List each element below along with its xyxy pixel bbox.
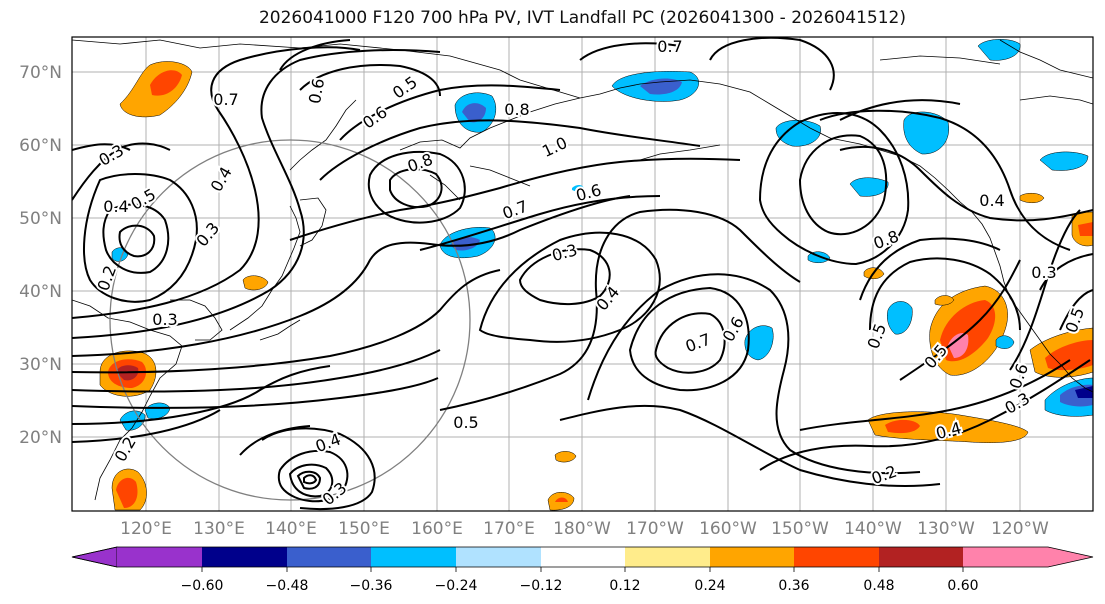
- colorbar-tick-label: 0.60: [947, 578, 978, 594]
- contour-label: 0.8: [504, 100, 529, 119]
- ivt-contours: [72, 37, 1093, 511]
- lat-label: 70°N: [19, 63, 62, 83]
- colorbar-bin: [202, 547, 287, 567]
- lon-label: 160°W: [699, 519, 757, 539]
- map-border: [71, 36, 1094, 512]
- lon-label: 180°W: [553, 519, 611, 539]
- colorbar-tick-label: −0.48: [266, 578, 309, 594]
- latitude-labels: 70°N 60°N 50°N 40°N 30°N 20°N: [19, 63, 62, 448]
- lon-label: 170°W: [626, 519, 684, 539]
- colorbar-bin: [117, 547, 202, 567]
- lon-label: 150°W: [771, 519, 829, 539]
- colorbar-bin: [710, 547, 794, 567]
- colorbar-extend-low: [71, 546, 118, 568]
- longitude-labels: 120°E 130°E 140°E 150°E 160°E 170°E 180°…: [120, 519, 1049, 539]
- lon-label: 140°E: [265, 519, 317, 539]
- colorbar-bin: [625, 547, 710, 567]
- colorbar-bin: [794, 547, 879, 567]
- lon-label: 130°W: [917, 519, 975, 539]
- lon-label: 140°W: [844, 519, 902, 539]
- lat-label: 50°N: [19, 209, 62, 229]
- contour-label: 0.3: [152, 310, 177, 329]
- lon-label: 160°E: [411, 519, 463, 539]
- contour-label: 0.3: [1031, 263, 1056, 282]
- colorbar: −0.60 −0.48 −0.36 −0.24 −0.12 0.12 0.24 …: [71, 546, 1094, 594]
- colorbar-tick-label: −0.36: [350, 578, 393, 594]
- colorbar-tick-label: 0.12: [609, 578, 640, 594]
- colorbar-tick-label: 0.36: [778, 578, 809, 594]
- contour-label: 0.7: [657, 37, 682, 56]
- lat-label: 60°N: [19, 136, 62, 156]
- pv-shading: [99, 39, 1093, 511]
- colorbar-tick-label: 0.48: [863, 578, 894, 594]
- contour-label: 0.4: [103, 197, 128, 216]
- lon-label: 120°E: [120, 519, 172, 539]
- colorbar-tick-label: −0.24: [435, 578, 478, 594]
- range-circle: [109, 139, 471, 501]
- colorbar-extend-high: [963, 547, 1093, 567]
- lat-label: 40°N: [19, 282, 62, 302]
- contour-label: 0.7: [213, 90, 238, 109]
- map-title: 2026041000 F120 700 hPa PV, IVT Landfall…: [258, 8, 906, 28]
- colorbar-bin: [541, 547, 625, 567]
- graticule: [72, 37, 1093, 511]
- lon-label: 170°E: [483, 519, 535, 539]
- contour-label: 0.5: [453, 413, 478, 432]
- colorbar-tick-label: 0.24: [694, 578, 725, 594]
- lat-label: 20°N: [19, 428, 62, 448]
- lon-label: 120°W: [991, 519, 1049, 539]
- colorbar-bin: [879, 547, 963, 567]
- lon-label: 150°E: [338, 519, 390, 539]
- coastlines: [72, 39, 1093, 501]
- colorbar-bin: [287, 547, 371, 567]
- contour-label: 0.4: [979, 191, 1004, 210]
- colorbar-bin: [456, 547, 541, 567]
- colorbar-tick-label: −0.60: [181, 578, 224, 594]
- colorbar-bin: [371, 547, 456, 567]
- colorbar-tick-label: −0.12: [520, 578, 563, 594]
- lat-label: 30°N: [19, 355, 62, 375]
- lon-label: 130°E: [193, 519, 245, 539]
